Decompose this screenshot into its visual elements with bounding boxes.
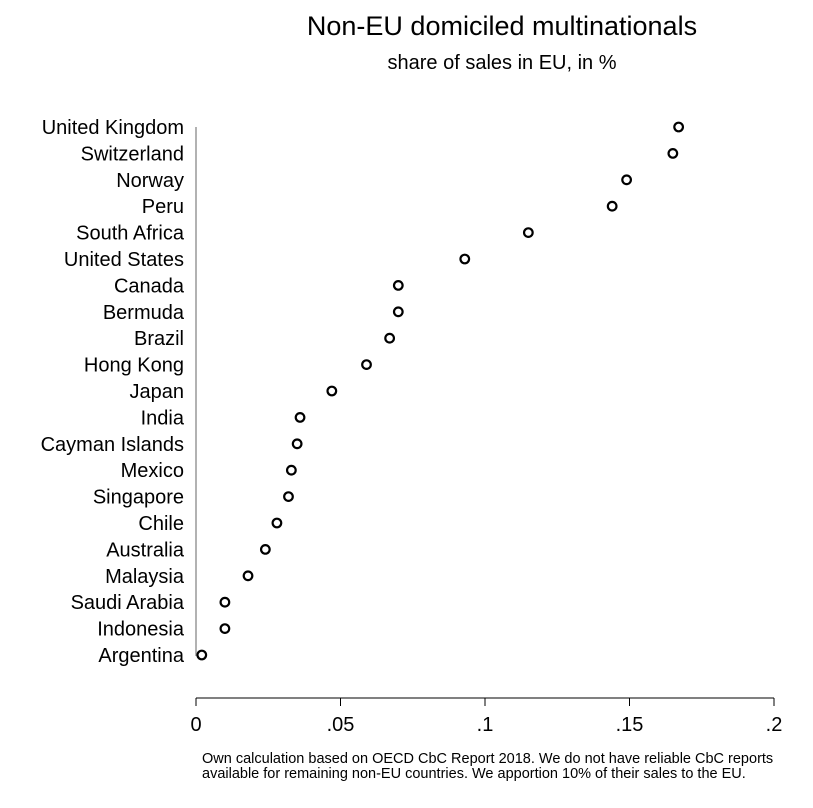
category-labels: United Kingdom Switzerland Norway Peru South… — [41, 117, 185, 667]
category-label: Peru — [142, 196, 184, 218]
category-label: Brazil — [134, 328, 184, 350]
data-point — [291, 438, 303, 450]
data-point — [392, 280, 404, 291]
x-tick-label: .15 — [616, 714, 644, 736]
data-point — [392, 306, 404, 318]
category-label: Singapore — [93, 487, 184, 509]
data-point — [673, 121, 685, 133]
data-point — [667, 147, 679, 159]
category-label: Hong Kong — [84, 355, 184, 377]
category-label: Norway — [116, 170, 184, 192]
data-point — [326, 385, 338, 397]
category-label: Australia — [106, 539, 185, 561]
x-axis-ticks: 0 .05 .1 .15 .2 — [190, 698, 782, 736]
x-tick-label: .1 — [477, 714, 494, 736]
category-label: Indonesia — [97, 619, 185, 641]
source-note: Own calculation based on OECD CbC Report… — [202, 751, 774, 782]
data-point — [294, 412, 306, 423]
category-label: United States — [64, 249, 184, 271]
category-label: Bermuda — [103, 302, 185, 324]
data-point — [271, 517, 283, 529]
data-point — [219, 623, 231, 634]
category-label: India — [141, 407, 185, 429]
x-tick-label: 0 — [190, 714, 201, 736]
chart-title: Non-EU domiciled multinationals — [307, 11, 697, 41]
category-label: Cayman Islands — [41, 434, 184, 456]
data-point — [459, 253, 471, 265]
category-label: United Kingdom — [42, 117, 184, 139]
category-label: Mexico — [121, 460, 184, 482]
category-label: Saudi Arabia — [71, 592, 185, 614]
data-point — [522, 227, 534, 239]
category-label: Argentina — [98, 645, 184, 667]
data-points — [196, 121, 685, 661]
data-point — [361, 359, 372, 371]
category-label: Switzerland — [81, 143, 184, 165]
data-point — [196, 649, 208, 661]
data-point — [242, 570, 254, 582]
data-point — [285, 464, 297, 476]
x-tick-label: .05 — [327, 714, 355, 736]
category-label: South Africa — [76, 223, 185, 245]
category-label: Canada — [114, 275, 185, 297]
data-point — [621, 174, 633, 186]
data-point — [259, 544, 271, 555]
category-label: Malaysia — [105, 566, 185, 588]
data-point — [283, 491, 294, 503]
category-label: Japan — [130, 381, 185, 403]
data-point — [384, 332, 396, 344]
data-point — [219, 596, 231, 608]
chart-subtitle: share of sales in EU, in % — [388, 52, 617, 74]
data-point — [606, 200, 618, 212]
category-label: Chile — [138, 513, 184, 535]
x-tick-label: .2 — [766, 714, 783, 736]
